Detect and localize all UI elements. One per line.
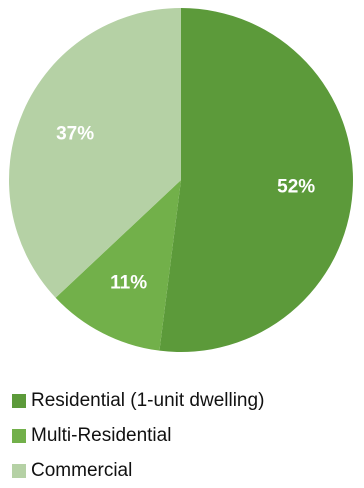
chart-legend: Residential (1-unit dwelling) Multi-Resi… (12, 383, 264, 488)
legend-item-commercial: Commercial (12, 453, 264, 488)
pie-slice-multi-residential (55, 180, 181, 351)
legend-label-multi-residential: Multi-Residential (31, 424, 172, 446)
pie-data-labels: 52% 11% 37% (56, 124, 315, 294)
legend-swatch-residential (12, 393, 26, 408)
data-label-multi-residential: 11% (110, 272, 147, 293)
legend-label-commercial: Commercial (31, 459, 133, 481)
pie-chart: 52% 11% 37% (9, 8, 353, 352)
legend-swatch-commercial (12, 463, 26, 478)
data-label-commercial: 37% (56, 124, 94, 145)
legend-item-residential: Residential (1-unit dwelling) (12, 383, 264, 418)
legend-label-residential: Residential (1-unit dwelling) (31, 389, 265, 411)
legend-swatch-multi-residential (12, 428, 26, 443)
legend-item-multi-residential: Multi-Residential (12, 418, 264, 453)
data-label-residential: 52% (277, 177, 315, 198)
pie-slice-commercial (9, 8, 182, 298)
pie-slice-residential (159, 8, 353, 352)
pie-slices (9, 8, 353, 352)
